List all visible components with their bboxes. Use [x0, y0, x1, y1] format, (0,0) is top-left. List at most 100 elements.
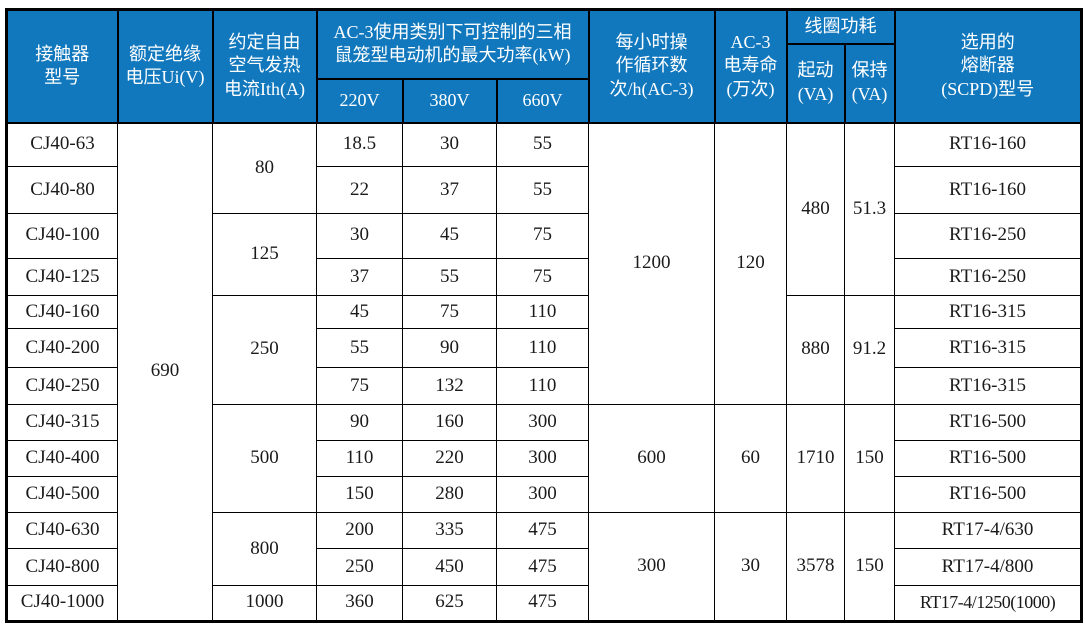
cell-power-220v: 45: [316, 295, 403, 330]
contactor-spec-table: 接触器 型号 额定绝缘 电压Ui(V) 约定自由 空气发热 电流Ith(A) A…: [5, 8, 1084, 623]
cell-power-660v: 55: [495, 121, 590, 168]
cell-power-380v: 280: [402, 476, 497, 514]
header-operating-cycles: 每小时操 作循环数 次/h(AC-3): [587, 8, 716, 124]
cell-model: CJ40-500: [6, 476, 118, 514]
cell-power-660v: 475: [495, 584, 590, 623]
cell-thermal-current: 250: [212, 295, 317, 405]
cell-model: CJ40-315: [6, 403, 118, 441]
cell-power-380v: 37: [402, 166, 497, 214]
cell-model: CJ40-1000: [6, 584, 118, 623]
cell-fuse: RT17-4/800: [894, 548, 1083, 586]
table-row: CJ40-500 150 280 300 RT16-500: [6, 476, 1083, 514]
cell-power-220v: 55: [316, 328, 403, 369]
header-220v: 220V: [315, 77, 404, 124]
cell-model: CJ40-200: [6, 328, 118, 369]
cell-fuse: RT16-250: [894, 257, 1083, 297]
table-row: CJ40-63 690 80 18.5 30 55 1200 120 480 5…: [6, 121, 1083, 622]
cell-power-220v: 150: [316, 476, 403, 514]
cell-fuse: RT16-315: [894, 367, 1083, 405]
cell-thermal-current: 800: [212, 512, 317, 586]
header-ac3-max-power-group: AC-3使用类别下可控制的三相 鼠笼型电动机的最大功率(kW): [315, 8, 590, 80]
cell-operating-cycles: 300: [588, 512, 716, 622]
cell-power-220v: 200: [316, 512, 403, 550]
table-row: CJ40-125 37 55 75 RT16-250: [6, 257, 1083, 297]
cell-coil-hold: 91.2: [844, 295, 896, 405]
cell-fuse: RT16-315: [894, 328, 1083, 369]
cell-thermal-current: 125: [212, 212, 317, 297]
cell-electrical-life: 30: [714, 512, 788, 622]
cell-power-220v: 110: [316, 439, 403, 478]
cell-power-380v: 160: [402, 403, 497, 441]
cell-power-660v: 110: [495, 295, 590, 330]
cell-power-660v: 475: [495, 548, 590, 586]
table-row: CJ40-800 250 450 475 RT17-4/800: [6, 548, 1083, 586]
cell-electrical-life: 60: [714, 403, 788, 514]
cell-fuse: RT16-500: [894, 439, 1083, 478]
cell-model: CJ40-800: [6, 548, 118, 586]
header-row-3: 220V 380V 660V: [7, 77, 1082, 124]
cell-fuse: RT17-4/630: [894, 512, 1083, 550]
cell-power-660v: 110: [495, 328, 590, 369]
cell-model: CJ40-400: [6, 439, 118, 478]
cell-power-380v: 220: [402, 439, 497, 478]
table-row: CJ40-1000 1000 360 625 475 RT17-4/1250(1…: [6, 584, 1083, 623]
cell-power-660v: 110: [495, 367, 590, 405]
cell-power-220v: 30: [316, 212, 403, 259]
header-row-1: 接触器 型号 额定绝缘 电压Ui(V) 约定自由 空气发热 电流Ith(A) A…: [5, 8, 1083, 124]
cell-thermal-current: 80: [212, 122, 317, 214]
cell-power-380v: 30: [402, 121, 497, 168]
cell-fuse: RT16-500: [894, 476, 1083, 514]
table-row: CJ40-160 250 45 75 110 880 91.2 RT16-315: [6, 295, 1083, 405]
cell-power-660v: 300: [495, 439, 590, 478]
cell-power-660v: 75: [495, 212, 590, 259]
cell-power-220v: 22: [316, 166, 403, 214]
cell-power-220v: 37: [316, 257, 403, 297]
cell-coil-hold: 150: [844, 403, 896, 514]
cell-fuse: RT16-500: [894, 403, 1083, 441]
table-row: CJ40-630 800 200 335 475 300 30 3578 150…: [6, 512, 1083, 622]
cell-fuse: RT16-250: [894, 212, 1083, 259]
cell-fuse: RT16-160: [894, 121, 1083, 168]
header-electrical-life: AC-3 电寿命 (万次): [713, 8, 788, 124]
header-model: 接触器 型号: [5, 8, 119, 124]
header-row-2: 起动 (VA) 保持 (VA): [7, 42, 1082, 124]
cell-thermal-current: 500: [212, 403, 317, 514]
cell-coil-hold: 150: [844, 512, 896, 622]
table-row: CJ40-315 500 90 160 300 600 60 1710 150 …: [6, 403, 1083, 514]
cell-power-220v: 90: [316, 403, 403, 441]
cell-coil-start: 880: [786, 295, 846, 405]
cell-fuse: RT17-4/1250(1000): [894, 584, 1083, 623]
cell-power-660v: 55: [495, 166, 590, 214]
cell-power-380v: 45: [402, 212, 497, 259]
cell-power-220v: 250: [316, 548, 403, 586]
header-coil-hold: 保持 (VA): [843, 42, 896, 124]
table-body: CJ40-63 690 80 18.5 30 55 1200 120 480 5…: [6, 121, 1083, 623]
header-380v: 380V: [401, 77, 498, 124]
cell-operating-cycles: 1200: [588, 122, 716, 405]
header-thermal-current: 约定自由 空气发热 电流Ith(A): [211, 8, 318, 124]
table-row: CJ40-400 110 220 300 RT16-500: [6, 439, 1083, 478]
cell-coil-start: 1710: [786, 403, 846, 514]
cell-power-660v: 475: [495, 512, 590, 550]
cell-power-380v: 75: [402, 295, 497, 330]
cell-model: CJ40-63: [6, 121, 118, 168]
table-row: CJ40-250 75 132 110 RT16-315: [6, 367, 1083, 405]
cell-fuse: RT16-160: [894, 166, 1083, 214]
cell-model: CJ40-250: [6, 367, 118, 405]
cell-coil-hold: 51.3: [844, 121, 896, 297]
table-row: CJ40-200 55 90 110 RT16-315: [6, 328, 1083, 369]
cell-model: CJ40-125: [6, 257, 118, 297]
cell-operating-cycles: 600: [588, 403, 716, 514]
cell-model: CJ40-630: [6, 512, 118, 550]
cell-model: CJ40-80: [6, 166, 118, 214]
cell-power-380v: 55: [402, 257, 497, 297]
cell-power-220v: 360: [316, 584, 403, 623]
cell-model: CJ40-160: [6, 295, 118, 330]
cell-power-660v: 75: [495, 257, 590, 297]
cell-model: CJ40-100: [6, 212, 118, 259]
cell-power-220v: 18.5: [316, 121, 403, 168]
cell-power-380v: 335: [402, 512, 497, 550]
header-coil-start: 起动 (VA): [785, 42, 846, 124]
cell-power-380v: 625: [402, 584, 497, 623]
header-insulation-voltage: 额定绝缘 电压Ui(V): [116, 8, 214, 124]
